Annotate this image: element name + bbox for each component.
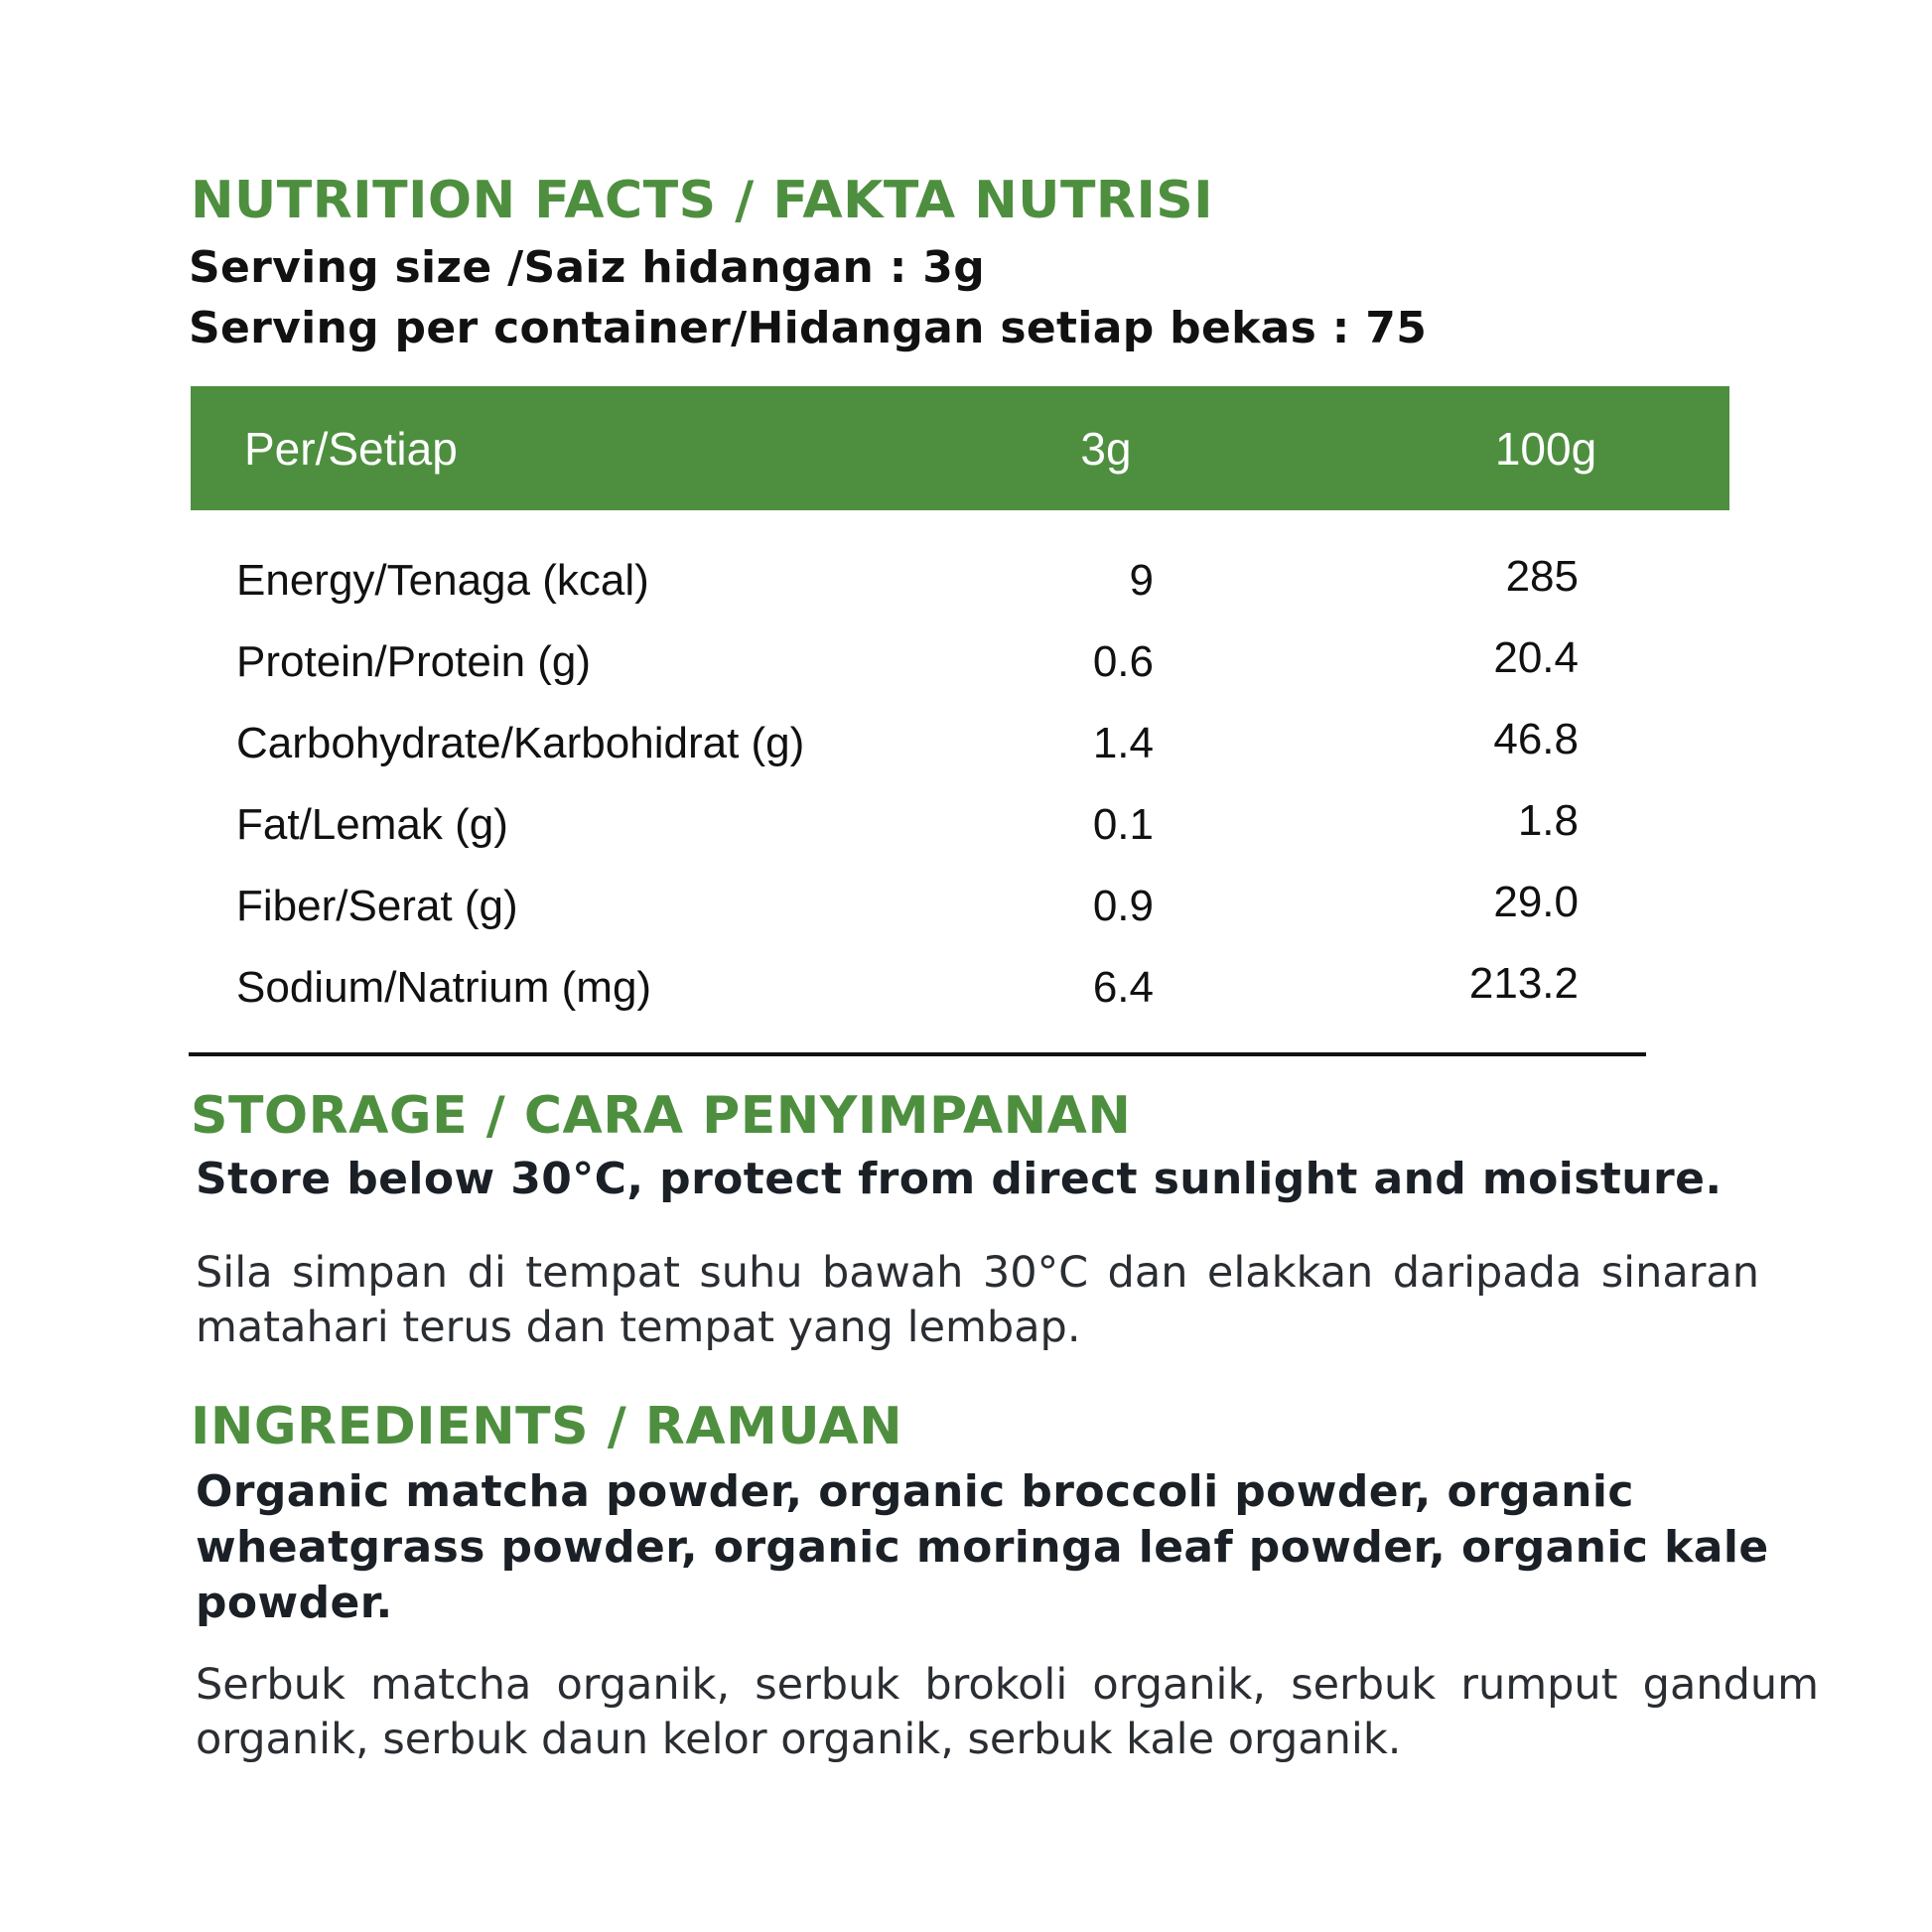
nutrient-value-100g: 213.2: [1468, 959, 1579, 1008]
header-100g-label: 100g: [1494, 423, 1597, 475]
nutrient-value-3g: 9: [1129, 556, 1154, 605]
nutrient-value-3g: 6.4: [1092, 963, 1154, 1012]
nutrient-name: Energy/Tenaga (kcal): [236, 556, 649, 605]
storage-malay-text: Sila simpan di tempat suhu bawah 30°C da…: [196, 1248, 1759, 1352]
nutrient-value-3g: 0.9: [1092, 882, 1154, 930]
servings-per-container: Serving per container/Hidangan setiap be…: [189, 303, 1428, 353]
nutrition-row-fiber: Fiber/Serat (g) 0.9 29.0: [0, 878, 1932, 941]
header-3g-label: 3g: [1080, 423, 1132, 475]
nutrient-value-3g: 1.4: [1092, 719, 1154, 767]
nutrient-value-100g: 29.0: [1493, 878, 1579, 926]
nutrition-row-energy: Energy/Tenaga (kcal) 9 285: [0, 552, 1932, 616]
nutrient-name: Protein/Protein (g): [236, 637, 592, 686]
nutrient-name: Fat/Lemak (g): [236, 800, 508, 849]
storage-title: STORAGE / CARA PENYIMPANAN: [191, 1086, 1132, 1146]
nutrient-value-100g: 20.4: [1493, 633, 1579, 682]
nutrition-row-protein: Protein/Protein (g) 0.6 20.4: [0, 633, 1932, 697]
ingredients-english-text: Organic matcha powder, organic broccoli …: [196, 1466, 1769, 1628]
nutrient-name: Fiber/Serat (g): [236, 882, 518, 930]
ingredients-malay-text: Serbuk matcha organik, serbuk brokoli or…: [196, 1660, 1819, 1764]
table-divider: [189, 1052, 1646, 1056]
nutrition-facts-title: NUTRITION FACTS / FAKTA NUTRISI: [191, 171, 1214, 230]
storage-english-text: Store below 30°C, protect from direct su…: [196, 1154, 1723, 1204]
nutrient-value-3g: 0.6: [1092, 637, 1154, 686]
nutrition-row-sodium: Sodium/Natrium (mg) 6.4 213.2: [0, 959, 1932, 1023]
nutrient-value-100g: 285: [1505, 552, 1579, 601]
nutrient-name: Carbohydrate/Karbohidrat (g): [236, 719, 805, 767]
nutrition-table-header: Per/Setiap 3g 100g: [191, 386, 1729, 510]
nutrient-value-3g: 0.1: [1092, 800, 1154, 849]
header-per-label: Per/Setiap: [244, 423, 458, 475]
ingredients-title: INGREDIENTS / RAMUAN: [191, 1397, 903, 1456]
nutrition-row-carbohydrate: Carbohydrate/Karbohidrat (g) 1.4 46.8: [0, 715, 1932, 778]
nutrient-value-100g: 1.8: [1517, 796, 1579, 845]
nutrient-value-100g: 46.8: [1493, 715, 1579, 763]
nutrient-name: Sodium/Natrium (mg): [236, 963, 652, 1012]
serving-size: Serving size /Saiz hidangan : 3g: [189, 242, 986, 293]
nutrition-row-fat: Fat/Lemak (g) 0.1 1.8: [0, 796, 1932, 860]
